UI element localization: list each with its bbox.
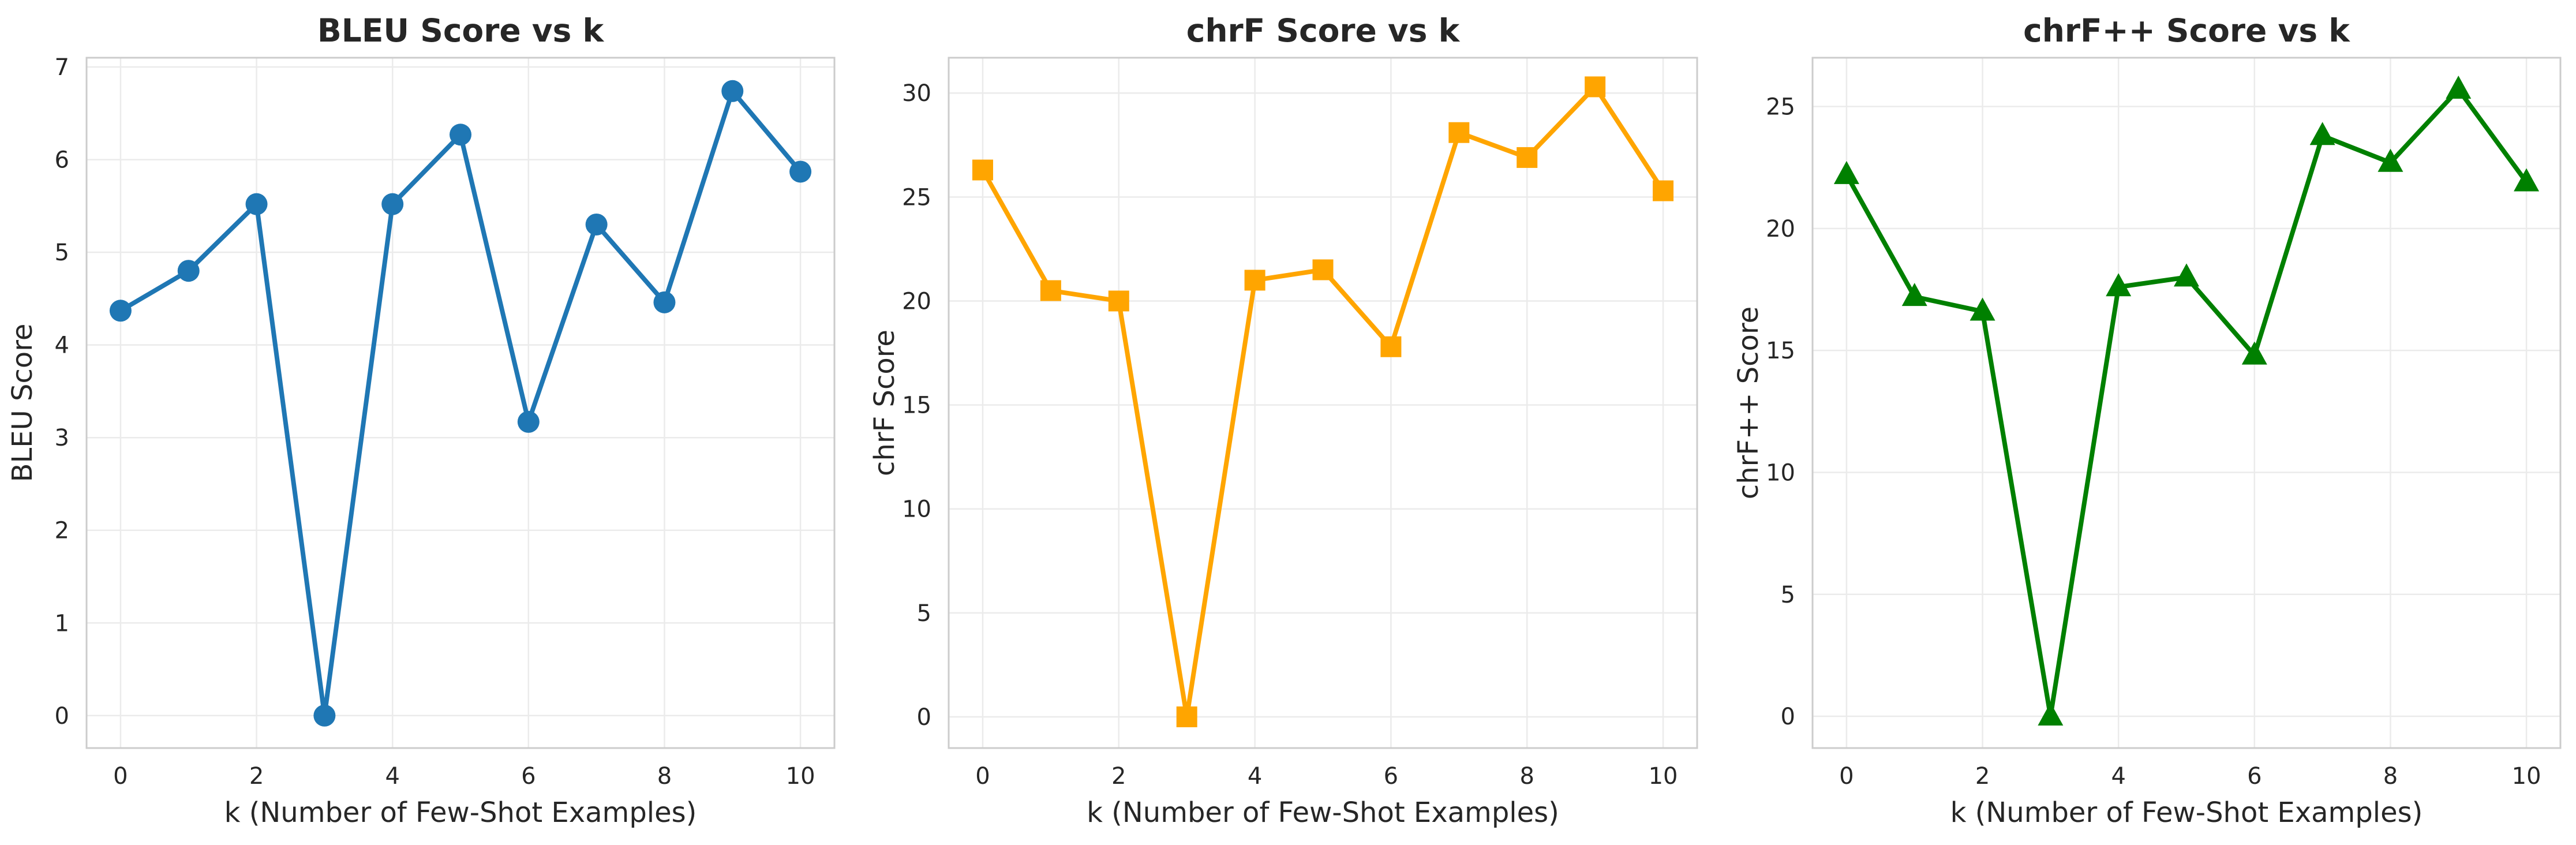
data-point — [1585, 76, 1606, 98]
x-tick-label: 0 — [113, 763, 128, 790]
data-point — [2174, 263, 2199, 287]
x-tick-label: 4 — [385, 763, 399, 790]
data-point — [2309, 122, 2335, 145]
x-tick-label: 10 — [2512, 763, 2541, 790]
y-tick-label: 10 — [902, 496, 931, 523]
y-tick-label: 5 — [1781, 582, 1795, 608]
data-point — [2377, 148, 2403, 172]
x-tick-label: 8 — [2383, 763, 2398, 790]
x-tick-label: 4 — [1248, 763, 1262, 790]
y-tick-label: 6 — [55, 147, 69, 174]
y-tick-label: 7 — [55, 54, 69, 81]
x-tick-label: 4 — [2111, 763, 2125, 790]
data-point — [1380, 336, 1402, 357]
data-point — [381, 193, 404, 215]
y-tick-label: 4 — [55, 332, 69, 359]
data-point — [1833, 160, 1859, 184]
y-axis-label: chrF++ Score — [1732, 306, 1765, 499]
data-point — [972, 159, 993, 181]
data-point — [2241, 341, 2267, 365]
plot-frame — [85, 57, 836, 749]
chart-title: chrF Score vs k — [1186, 12, 1461, 49]
plot-frame — [1811, 57, 2562, 749]
x-tick-label: 2 — [1975, 763, 1990, 790]
data-point — [450, 124, 471, 146]
x-tick-label: 2 — [249, 763, 264, 790]
data-point — [245, 193, 268, 215]
plot-area — [85, 57, 836, 749]
y-tick-label: 0 — [917, 704, 931, 731]
data-point — [1108, 290, 1129, 312]
y-tick-label: 10 — [1766, 459, 1795, 486]
x-tick-label: 10 — [786, 763, 815, 790]
y-axis-label: BLEU Score — [6, 324, 39, 483]
data-point — [2038, 702, 2064, 726]
x-tick-label: 10 — [1649, 763, 1678, 790]
y-tick-label: 15 — [902, 392, 931, 419]
data-point — [1312, 259, 1334, 281]
data-point — [585, 213, 608, 235]
plot-frame — [948, 57, 1698, 749]
data-point — [1040, 280, 1061, 301]
y-tick-label: 25 — [1766, 94, 1795, 121]
chart-panel-2: 0 5 10 15 20 25 30 0 2 4 6 8 10 chrF Score vs k k (Num… — [868, 12, 1698, 829]
data-point — [1653, 180, 1674, 201]
chart-title: BLEU Score vs k — [317, 12, 605, 49]
y-axis-label: chrF Score — [868, 330, 901, 476]
x-tick-label: 0 — [975, 763, 990, 790]
plot-area — [948, 57, 1698, 749]
y-tick-label: 30 — [902, 80, 931, 107]
data-point — [109, 300, 132, 322]
data-point — [2446, 75, 2472, 99]
data-point — [1901, 283, 1927, 306]
x-axis-label: k (Number of Few-Shot Examples) — [1950, 797, 2423, 829]
data-point — [1244, 270, 1265, 291]
data-point — [517, 410, 540, 433]
y-tick-label: 0 — [1781, 704, 1795, 730]
y-tick-label: 20 — [902, 288, 931, 315]
data-point — [1448, 122, 1470, 143]
y-tick-label: 0 — [55, 703, 69, 730]
x-tick-label: 6 — [1384, 763, 1398, 790]
chart-title: chrF++ Score vs k — [2023, 12, 2350, 49]
x-tick-label: 2 — [1111, 763, 1126, 790]
y-tick-label: 25 — [902, 184, 931, 211]
data-point — [1176, 706, 1197, 727]
chart-panel-3: 0 5 10 15 20 25 0 2 4 6 8 10 chrF++ Score vs k k (Num… — [1732, 12, 2562, 829]
x-tick-label: 6 — [521, 763, 536, 790]
data-point — [1517, 147, 1538, 168]
x-axis-label: k (Number of Few-Shot Examples) — [1087, 797, 1559, 829]
data-point — [2106, 273, 2132, 297]
y-tick-label: 3 — [55, 425, 69, 451]
data-point — [313, 704, 336, 727]
data-point — [721, 80, 744, 102]
y-tick-label: 20 — [1766, 216, 1795, 242]
y-tick-label: 1 — [55, 610, 69, 637]
data-point — [789, 160, 812, 183]
data-point — [653, 291, 676, 313]
x-tick-label: 8 — [657, 763, 672, 790]
x-tick-label: 8 — [1520, 763, 1534, 790]
plot-area — [1811, 57, 2562, 749]
y-tick-label: 5 — [917, 600, 931, 627]
y-tick-label: 5 — [55, 240, 69, 266]
x-axis-label: k (Number of Few-Shot Examples) — [224, 797, 697, 829]
x-tick-label: 6 — [2247, 763, 2262, 790]
data-point — [1970, 297, 1995, 321]
y-tick-label: 2 — [55, 518, 69, 544]
y-tick-label: 15 — [1766, 338, 1795, 364]
chart-panel-1: 0 1 2 3 4 5 6 7 0 2 4 6 8 10 BLEU Score vs k k (Number … — [6, 12, 836, 829]
data-point — [2514, 168, 2540, 192]
x-tick-label: 0 — [1839, 763, 1854, 790]
data-point — [177, 260, 200, 282]
